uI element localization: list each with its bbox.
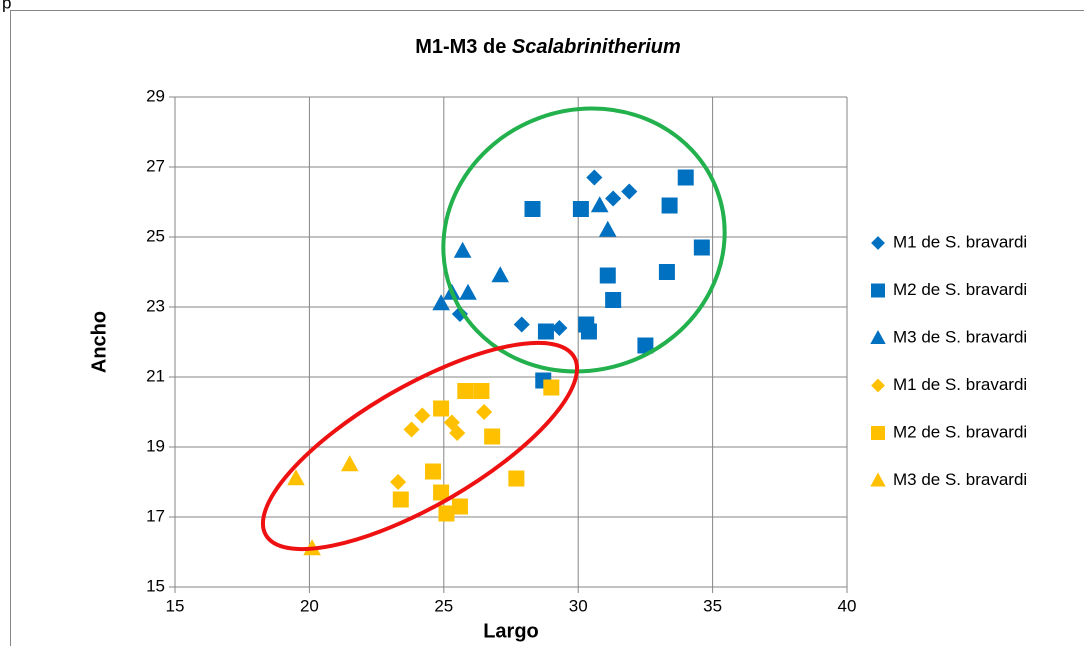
point: [473, 383, 490, 399]
point: [392, 491, 409, 508]
point: [537, 323, 554, 340]
point: [586, 169, 603, 186]
fragment: p: [2, 0, 11, 12]
point: [459, 283, 477, 300]
point: [590, 196, 609, 213]
point: [457, 383, 474, 399]
green-ellipse: [441, 106, 727, 374]
point: [433, 484, 450, 501]
chart-border: [10, 10, 1084, 646]
point: [621, 183, 638, 200]
y-tick-label: 17: [146, 506, 165, 525]
point: [598, 220, 617, 237]
point: [491, 266, 510, 283]
point: [572, 201, 589, 217]
title-italic: Scalabrinitherium: [512, 36, 681, 58]
point: [661, 197, 678, 214]
point: [340, 455, 359, 472]
point: [438, 505, 455, 522]
legend-label: M2 de S. bravardi: [893, 280, 1027, 299]
point: [433, 400, 450, 417]
point: [513, 316, 530, 333]
y-tick-label: 21: [146, 366, 165, 385]
legend-marker: [871, 426, 885, 440]
x-tick-label: 30: [569, 596, 588, 615]
point: [605, 292, 622, 308]
x-axis-label: Largo: [483, 620, 539, 642]
point: [599, 267, 616, 284]
point: [508, 470, 525, 487]
point: [432, 294, 450, 311]
point: [476, 403, 493, 421]
point: [453, 241, 472, 258]
point: [543, 379, 560, 396]
point: [425, 463, 442, 480]
y-tick-label: 19: [146, 436, 165, 455]
point: [390, 473, 407, 491]
legend-marker: [870, 329, 886, 344]
point: [449, 424, 466, 442]
point: [693, 239, 710, 256]
y-tick-label: 23: [146, 296, 165, 315]
legend-label: M1 de S. bravardi: [893, 232, 1027, 251]
legend-label: M2 de S. bravardi: [893, 422, 1027, 441]
chart-title: M1-M3 de Scalabrinitherium: [415, 36, 681, 58]
x-tick-label: 25: [434, 596, 453, 615]
point: [605, 190, 622, 207]
legend-marker: [871, 378, 885, 393]
y-tick-label: 25: [146, 226, 165, 245]
point: [658, 264, 675, 280]
title-text: M1-M3 de: [415, 36, 506, 58]
x-tick-label: 40: [838, 596, 857, 615]
legend-marker: [870, 472, 886, 487]
point: [580, 323, 597, 340]
y-tick-label: 27: [146, 156, 165, 175]
point: [524, 201, 541, 217]
point: [414, 407, 431, 424]
legend-label: M3 de S. bravardi: [893, 327, 1027, 346]
x-tick-label: 20: [300, 596, 319, 615]
y-tick-label: 29: [146, 86, 165, 105]
x-tick-label: 35: [703, 596, 722, 615]
red-ellipse: [260, 340, 580, 552]
point: [484, 428, 501, 445]
point: [287, 469, 305, 486]
point: [403, 421, 420, 438]
legend-label: M3 de S. bravardi: [893, 470, 1027, 489]
legend-marker: [871, 283, 885, 298]
x-tick-label: 15: [166, 596, 185, 615]
legend-label: M1 de S. bravardi: [893, 375, 1027, 394]
point: [451, 498, 468, 515]
y-tick-label: 15: [146, 576, 165, 595]
point: [551, 319, 568, 337]
point: [637, 337, 654, 354]
point: [677, 169, 694, 186]
legend-marker: [871, 236, 885, 250]
y-axis-label: Ancho: [88, 311, 110, 373]
